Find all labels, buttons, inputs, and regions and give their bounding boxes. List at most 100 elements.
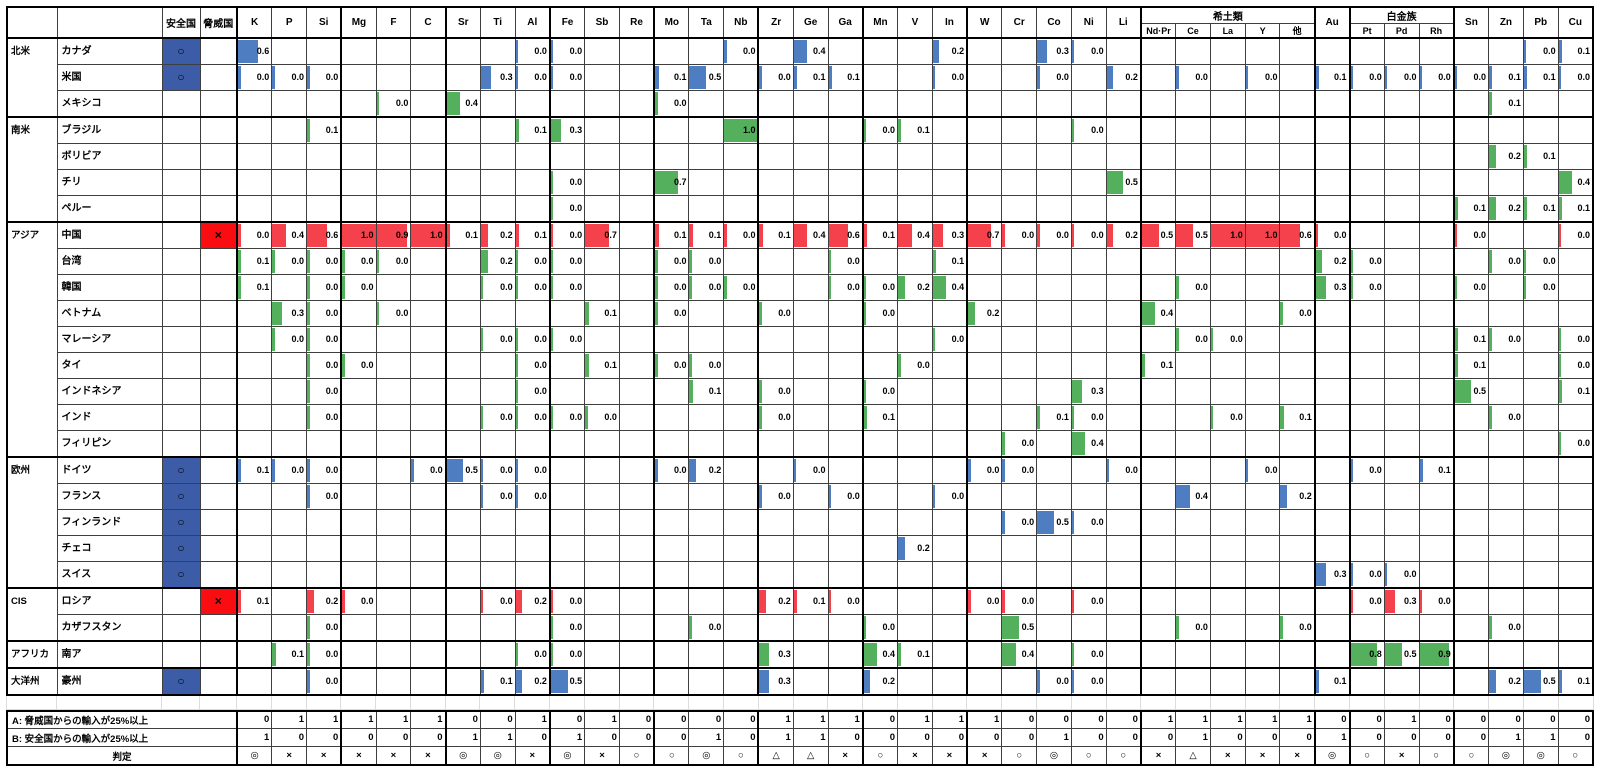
data-bar (968, 590, 971, 613)
value-cell-タイ-Fe (549, 352, 586, 379)
cell-value: 0.0 (1333, 230, 1347, 240)
cell-value: 0.7 (604, 230, 617, 240)
data-bar (655, 92, 658, 115)
value-cell-カナダ-Ge: 0.4 (792, 37, 829, 65)
value-cell-フランス-Nb (723, 483, 760, 510)
value-cell-ボリビア-Au (1314, 143, 1351, 170)
data-bar (481, 590, 484, 613)
value-cell-タイ-Cr (1001, 352, 1038, 379)
value-cell-中国-Rh (1418, 221, 1455, 249)
value-cell-チリ-Sb (584, 169, 620, 196)
value-cell-ドイツ-Al: 0.0 (514, 456, 551, 484)
data-bar (1559, 432, 1562, 455)
cell-value: 0.0 (534, 465, 547, 475)
value-cell-ボリビア-Mn (862, 143, 899, 170)
threat-mark-cell (199, 430, 238, 458)
value-cell-フィンランド-Sb (584, 509, 620, 536)
cell-value: 0.0 (1091, 596, 1104, 606)
value-cell-メキシコ-Cr (1001, 90, 1038, 118)
gap-cell (792, 696, 829, 710)
value-cell-豪州-Pb: 0.5 (1522, 667, 1559, 696)
value-cell-ブラジル-Pd (1383, 116, 1420, 144)
value-cell-スイス-Ge (792, 561, 829, 589)
value-cell-インド-NdPr (1140, 404, 1177, 431)
value-cell-ドイツ-Sb (584, 456, 620, 484)
summary-b-row-Li: 0 (1105, 728, 1142, 747)
value-cell-インド-Al: 0.0 (514, 404, 551, 431)
value-cell-ペルー-Au (1314, 195, 1351, 223)
value-cell-フィンランド-Other (1279, 509, 1316, 536)
value-cell-フィリピン-Mn (862, 430, 899, 458)
element-header-Cr: Cr (1001, 6, 1038, 39)
table-row-米国: 米国 ○ 0.0 0.0 0.0 0.3 0.0 0.0 0.1 0.5 0.0 0.1 0.1 0.0 0… (7, 64, 1594, 91)
cell-value: 0.1 (708, 386, 722, 396)
value-cell-ロシア-Zr: 0.2 (757, 587, 794, 615)
cell-value: 0.1 (917, 125, 930, 135)
value-cell-チェコ-W (966, 535, 1003, 562)
value-cell-米国-Ce: 0.0 (1175, 64, 1211, 91)
cell-value: 0.0 (1508, 256, 1521, 266)
value-cell-フィンランド-Pd (1383, 509, 1420, 536)
value-cell-メキシコ-Fe (549, 90, 586, 118)
value-cell-メキシコ-K (236, 90, 273, 118)
value-cell-ベトナム-In (931, 300, 969, 327)
gap-cell (1314, 696, 1350, 710)
value-cell-フィンランド-Re (618, 509, 656, 536)
data-bar (550, 616, 554, 639)
value-cell-タイ-Li (1105, 352, 1142, 379)
data-bar (481, 224, 488, 247)
value-cell-タイ-C (410, 352, 447, 379)
value-cell-米国-Ga: 0.1 (827, 64, 864, 91)
judgement-row-P: × (271, 746, 308, 766)
data-bar (516, 643, 519, 666)
value-cell-インドネシア-In (931, 378, 969, 405)
summary-b-row-Cu: 0 (1557, 728, 1594, 747)
summary-b-row-Pb: 1 (1522, 728, 1559, 747)
data-bar (1315, 66, 1319, 89)
value-cell-スイス-Co (1036, 561, 1072, 589)
value-cell-南ア-In (931, 640, 969, 669)
value-cell-フィンランド-Mo (653, 509, 690, 536)
judgement-row-C: × (410, 746, 447, 766)
value-cell-ボリビア-Pt (1349, 143, 1385, 170)
value-cell-ボリビア-Ni (1070, 143, 1107, 170)
value-cell-カナダ-Cu: 0.1 (1557, 37, 1594, 65)
data-bar (655, 224, 659, 247)
value-cell-チェコ-Nb (723, 535, 760, 562)
data-bar (516, 40, 519, 63)
summary-b-row-Rh: 0 (1418, 728, 1455, 747)
value-cell-インドネシア-Au (1314, 378, 1351, 405)
summary-a-row-Sn: 0 (1453, 710, 1490, 729)
cell-value: 0.0 (325, 676, 339, 686)
cell-value: 0.0 (1091, 517, 1104, 527)
value-cell-ブラジル-Ta (688, 116, 725, 144)
value-cell-ベトナム-Sn (1453, 300, 1490, 327)
data-bar (307, 670, 310, 693)
value-cell-チェコ-Pb (1522, 535, 1559, 562)
value-cell-中国-Si: 0.6 (306, 221, 343, 249)
value-cell-フィリピン-Sr (445, 430, 481, 458)
value-cell-ペルー-Ge (792, 195, 829, 223)
data-bar (794, 590, 798, 613)
judgement-row-NdPr: × (1140, 746, 1177, 766)
data-bar (1037, 40, 1048, 63)
value-cell-豪州-Pd (1383, 667, 1420, 696)
value-cell-台湾-Cr (1001, 248, 1038, 275)
value-cell-韓国-Rh (1418, 274, 1455, 301)
value-cell-インド-Re (618, 404, 656, 431)
cell-value: 0.0 (1369, 465, 1382, 475)
judgement-row-W: × (966, 746, 1003, 766)
value-cell-豪州-Co: 0.0 (1036, 667, 1072, 696)
gap-cell (896, 696, 933, 710)
value-cell-フランス-Zn (1488, 483, 1524, 510)
value-cell-韓国-Ce: 0.0 (1175, 274, 1211, 301)
value-cell-フランス-NdPr (1140, 483, 1177, 510)
data-bar (1037, 224, 1040, 247)
value-cell-米国-Cu: 0.0 (1557, 64, 1594, 91)
cell-value: 0.0 (1056, 676, 1069, 686)
value-cell-フィリピン-Pd (1383, 430, 1420, 458)
value-cell-ブラジル-Li (1105, 116, 1142, 144)
value-cell-インドネシア-Ta: 0.1 (688, 378, 725, 405)
data-bar (968, 302, 975, 325)
value-cell-フィンランド-F (375, 509, 412, 536)
